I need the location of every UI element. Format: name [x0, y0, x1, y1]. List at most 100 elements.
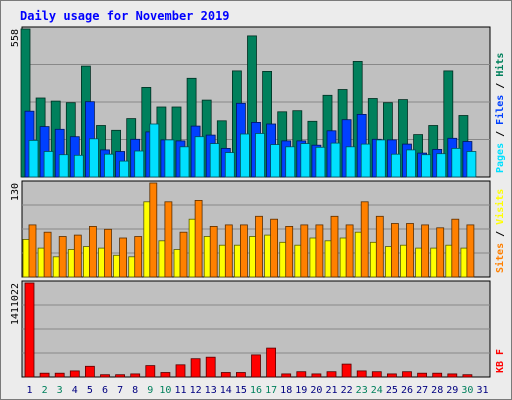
day-label: 6 [102, 385, 108, 396]
day-label: 29 [446, 385, 458, 396]
legend-entry: Sites [494, 243, 506, 273]
bar-kb-f [447, 373, 458, 378]
bar-kb-f [402, 371, 412, 378]
bar-sites [300, 224, 309, 278]
bar-pages [466, 151, 477, 178]
day-label: 25 [386, 385, 398, 396]
bar-sites [270, 218, 279, 278]
bar-kb-f [85, 365, 95, 378]
legend-entry: Files [494, 95, 506, 125]
bar-kb-f [160, 372, 171, 378]
day-label: 27 [416, 385, 428, 396]
bar-kb-f [296, 371, 307, 378]
bar-kb-f [235, 372, 246, 378]
bar-pages [179, 146, 190, 178]
bar-sites [28, 224, 37, 278]
day-label: 21 [325, 385, 337, 396]
bar-pages [89, 138, 99, 178]
legend-entry: Hits [494, 53, 506, 77]
legend-separator: / [495, 125, 506, 143]
day-label: 31 [476, 385, 488, 396]
bar-pages [164, 139, 175, 178]
bar-pages [285, 146, 296, 178]
bar-sites [360, 201, 369, 278]
bar-sites [451, 218, 460, 278]
legend-separator: / [495, 225, 506, 243]
bar-sites [104, 228, 112, 278]
bar-pages [345, 146, 356, 178]
y-max-label: 130 [10, 183, 21, 201]
legend-kbytes: KB F [495, 349, 506, 373]
bar-sites [73, 234, 82, 278]
bar-pages [375, 139, 386, 178]
bar-kb-f [356, 370, 367, 378]
bar-sites [375, 215, 384, 278]
bar-sites [164, 201, 173, 278]
bar-pages [421, 154, 432, 178]
bar-pages [270, 144, 281, 178]
bar-pages [436, 153, 447, 178]
day-label: 18 [280, 385, 292, 396]
bar-sites [194, 199, 203, 278]
bar-kb-f [69, 370, 80, 378]
bar-sites [436, 227, 445, 278]
bar-sites [89, 225, 97, 278]
day-label: 5 [87, 385, 93, 396]
day-label: 19 [295, 385, 307, 396]
legend-separator: / [495, 77, 506, 95]
day-label: 10 [159, 385, 171, 396]
bar-pages [73, 154, 84, 178]
bar-sites [149, 182, 158, 278]
day-label: 1 [26, 385, 32, 396]
bar-sites [330, 215, 339, 278]
bar-kb-f [145, 365, 156, 378]
bar-kb-f [432, 372, 443, 378]
bar-pages [194, 136, 205, 178]
bar-sites [239, 224, 248, 278]
bar-sites [134, 236, 143, 278]
day-label: 17 [265, 385, 277, 396]
day-label: 22 [341, 385, 353, 396]
bar-kb-f [326, 371, 337, 378]
day-axis-labels: 1 2 3 4 5 6 7 8 9 10 11 12 13 14 15 16 17 18 19 20 21 22 23 24 2… [26, 385, 488, 396]
day-label: 15 [235, 385, 247, 396]
bar-sites [209, 225, 218, 278]
day-label: 26 [401, 385, 413, 396]
bar-kb-f [39, 372, 50, 378]
chart-title: Daily usage for November 2019 [20, 9, 230, 23]
bar-kb-f [24, 282, 35, 378]
bar-kb-f [175, 364, 186, 378]
bar-kb-f [130, 373, 141, 378]
legend-entry: Pages [495, 143, 506, 173]
day-label: 7 [117, 385, 123, 396]
day-label: 3 [57, 385, 63, 396]
y-max-label: 558 [10, 29, 21, 47]
panel-visitors: 130 Sites / Visits [10, 180, 506, 278]
panel-traffic: 558 Pages / Files / Hits [10, 26, 506, 178]
bar-sites [466, 224, 475, 278]
day-label: 20 [310, 385, 322, 396]
bar-kb-f [386, 373, 397, 378]
bar-pages [119, 160, 129, 178]
bar-pages [43, 151, 54, 178]
bar-pages [149, 123, 160, 178]
bar-kb-f [205, 356, 216, 378]
y-max-label: 1411022 [10, 283, 21, 325]
day-label: 14 [220, 385, 232, 396]
bar-kb-f [190, 358, 201, 378]
day-label: 16 [250, 385, 262, 396]
bar-sites [224, 224, 233, 278]
bar-sites [255, 215, 263, 278]
bar-sites [119, 237, 127, 278]
day-label: 2 [42, 385, 48, 396]
bar-kb-f [266, 347, 277, 378]
bar-pages [300, 143, 311, 178]
bar-sites [285, 225, 294, 278]
bar-pages [239, 133, 250, 178]
legend-entry: KB F [495, 349, 506, 373]
day-label: 13 [205, 385, 217, 396]
bar-pages [315, 146, 326, 178]
legend-visitors: Sites / Visits [494, 189, 506, 273]
